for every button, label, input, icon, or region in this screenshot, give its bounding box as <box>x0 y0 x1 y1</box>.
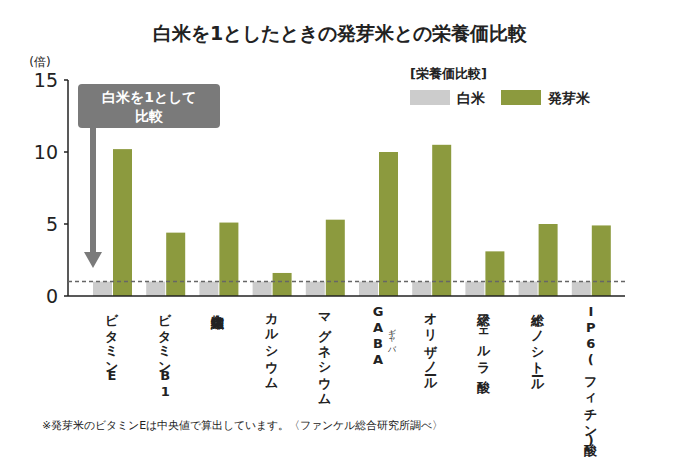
category-label: オリザノール <box>424 304 438 385</box>
category-label: カルシウム <box>264 304 278 384</box>
category-label: ビタミンE <box>105 304 119 384</box>
y-tick-label: 10 <box>34 141 58 163</box>
bar <box>253 282 272 296</box>
legend-swatch <box>501 90 541 105</box>
y-axis-line <box>67 80 69 296</box>
category-ruby: ギャバ <box>387 322 396 349</box>
title: 白米を1としたときの発芽米との栄養価比較 <box>153 22 528 44</box>
bar <box>166 233 185 296</box>
bar <box>306 282 325 296</box>
y-tick-label: 15 <box>34 69 58 91</box>
bar <box>519 282 538 296</box>
bar <box>592 225 611 296</box>
category-label: ビタミンB1 <box>158 304 172 400</box>
bar <box>273 273 292 296</box>
bars-group <box>68 145 625 296</box>
y-tick-label: 0 <box>46 285 58 307</box>
annotation-arrow-head <box>84 252 102 268</box>
category-label: 総イノシトール <box>530 304 544 386</box>
bar <box>539 224 558 296</box>
bar <box>359 282 378 296</box>
bar <box>572 282 591 296</box>
legend-label: 発芽米 <box>547 90 591 106</box>
category-label: IP6(フィチン酸) <box>583 304 597 449</box>
bar <box>219 223 238 296</box>
bar <box>432 145 451 296</box>
bar <box>465 282 484 296</box>
bar <box>113 149 132 296</box>
x-axis-line <box>68 295 625 297</box>
annotation-text: 比較 <box>135 108 164 124</box>
bar <box>379 152 398 296</box>
legend-title: [栄養価比較] <box>410 66 487 81</box>
footnote: ※発芽米のビタミンEは中央値で算出しています。〈ファンケル総合研究所調べ〉 <box>42 418 443 433</box>
category-label: マグネシウム <box>317 304 331 400</box>
bar <box>326 220 345 296</box>
annotation-box <box>78 84 220 128</box>
annotation-arrow-shaft <box>90 128 96 254</box>
chart-svg: 白米を1としたときの発芽米との栄養価比較 (倍) 0 5 10 15 白米を1として比較 [栄… <box>0 0 680 460</box>
bar <box>199 282 218 296</box>
bar <box>93 282 112 296</box>
y-axis-label: (倍) <box>29 55 50 69</box>
bar <box>485 251 504 296</box>
category-label: 食物繊維 <box>211 304 225 308</box>
category-label: 総フェルラ酸 <box>477 304 491 370</box>
bar <box>146 282 165 296</box>
bar <box>412 282 431 296</box>
annotation-text: 白米を1として <box>102 89 196 105</box>
legend-label: 白米 <box>457 90 486 106</box>
legend-swatch <box>410 90 450 105</box>
reference-line <box>68 281 625 283</box>
category-label: GABA <box>371 304 385 368</box>
y-tick-label: 5 <box>46 213 58 235</box>
chart-root: 白米を1としたときの発芽米との栄養価比較 (倍) 0 5 10 15 白米を1として比較 [栄… <box>0 0 680 460</box>
